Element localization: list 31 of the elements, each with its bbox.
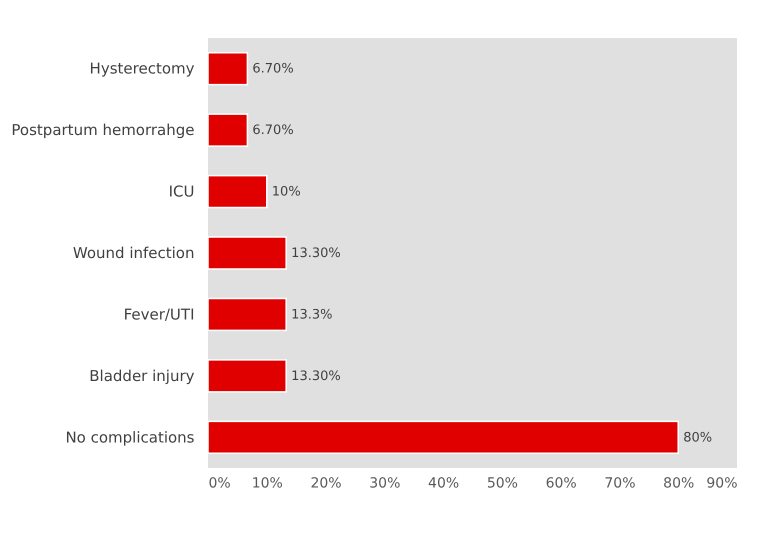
data-label: 80% bbox=[683, 430, 712, 446]
y-tick-label: Bladder injury bbox=[89, 366, 195, 385]
x-tick-label: 70% bbox=[604, 476, 636, 492]
bar bbox=[207, 298, 287, 332]
y-tick-label: Wound infection bbox=[72, 244, 194, 262]
data-label: 6.70% bbox=[252, 123, 294, 138]
bar bbox=[207, 174, 268, 208]
x-tick-label: 60% bbox=[546, 476, 577, 492]
x-tick-label: 50% bbox=[486, 476, 518, 492]
data-label: 10% bbox=[272, 184, 301, 200]
x-tick-label: 90% bbox=[706, 476, 738, 492]
x-tick-label: 80% bbox=[663, 476, 694, 492]
x-tick-label: 10% bbox=[252, 476, 283, 492]
x-tick-label: 30% bbox=[369, 476, 400, 492]
x-tick-label: 0% bbox=[208, 476, 231, 492]
y-tick-label: Fever/UTI bbox=[124, 305, 194, 324]
y-tick-label: Postpartum hemorrahge bbox=[11, 121, 194, 140]
data-label: 6.70% bbox=[252, 62, 294, 77]
y-tick-label: ICU bbox=[168, 182, 194, 201]
bar bbox=[207, 52, 248, 86]
x-tick-label: 20% bbox=[310, 476, 342, 492]
data-label: 13.3% bbox=[291, 307, 332, 322]
data-label: 13.30% bbox=[291, 368, 341, 384]
bar bbox=[207, 420, 679, 454]
data-label: 13.30% bbox=[291, 246, 341, 261]
y-tick-label: Hysterectomy bbox=[90, 60, 195, 78]
y-tick-label: No complications bbox=[65, 428, 195, 446]
bar bbox=[207, 359, 287, 393]
bar bbox=[207, 113, 248, 147]
x-tick-label: 40% bbox=[428, 476, 460, 492]
bar bbox=[207, 236, 287, 270]
